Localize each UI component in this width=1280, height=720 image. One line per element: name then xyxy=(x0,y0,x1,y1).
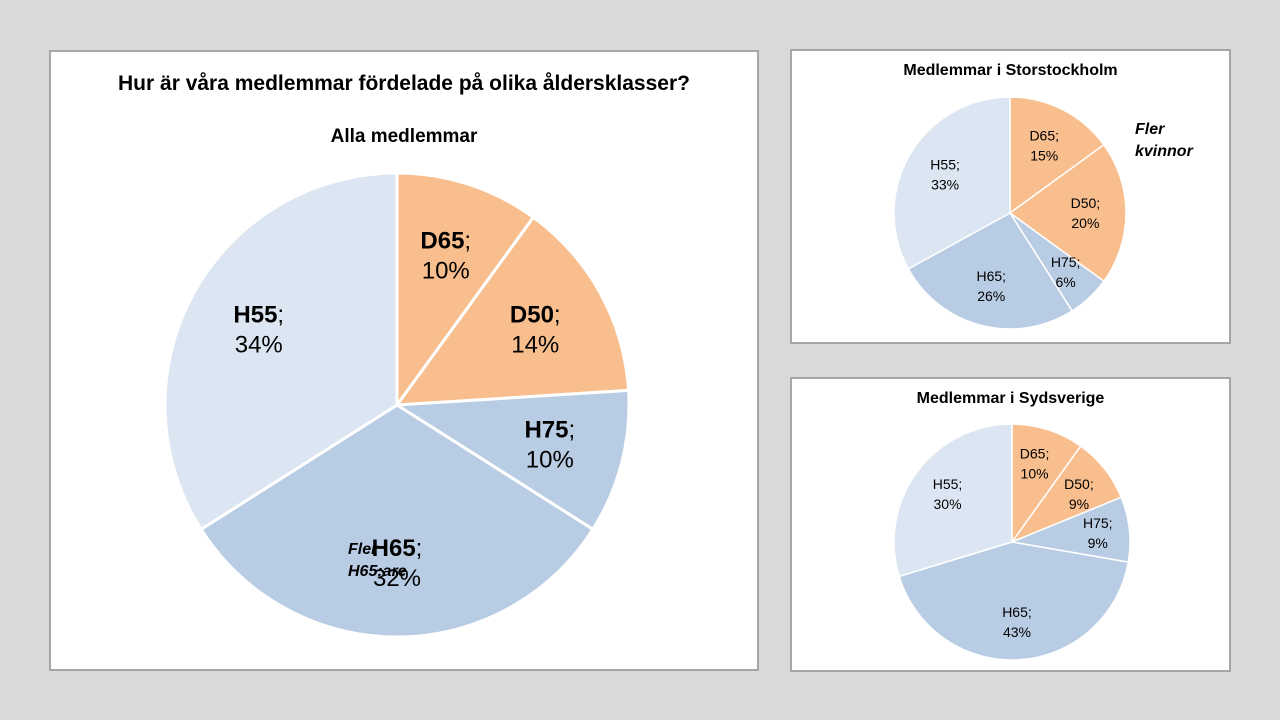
main-pie-chart: D65; 10% D50; 14% H75; 10% H65; 32% H55; 34% xyxy=(163,171,631,639)
main-slice-h75 xyxy=(395,388,631,531)
main-slice-h65 xyxy=(199,403,595,639)
main-value-d65: 10% xyxy=(422,257,470,284)
main-label-h55: H55; xyxy=(233,301,284,328)
sydsverige-note: Fler H65:are xyxy=(348,539,407,583)
main-label-h65: H65; xyxy=(372,535,423,562)
sydsverige-pie-chart: D65; 10% D50; 9% H75; 9% H65; 43% H55; 30% xyxy=(893,423,1131,661)
page-title: Hur är våra medlemmar fördelade på olika… xyxy=(118,72,690,95)
sydsverige-slice-h65 xyxy=(898,541,1130,661)
stockholm-chart-title: Medlemmar i Storstockholm xyxy=(903,62,1118,79)
stockholm-pie-chart: D65; 15% D50; 20% H75; 6% H65; 26% H55; 33% xyxy=(893,96,1127,330)
stockholm-value-h75: 6% xyxy=(1055,274,1075,290)
main-chart-title: Alla medlemmar xyxy=(330,126,478,147)
main-label-d65: D65; xyxy=(420,227,471,254)
sydsverige-slice-d65 xyxy=(1011,423,1082,543)
stockholm-note-line-1: Fler xyxy=(1135,121,1165,138)
main-slice-d65 xyxy=(395,171,535,407)
sydsverige-value-h75: 9% xyxy=(1088,535,1108,551)
sydsverige-label-h55: H55; xyxy=(933,476,963,492)
main-value-d50: 14% xyxy=(511,331,559,358)
stockholm-slice-h55 xyxy=(893,96,1011,270)
main-value-h65: 32% xyxy=(373,565,421,592)
stockholm-chart-panel: Medlemmar i Storstockholm D65; 15% D50; 20%… xyxy=(790,49,1231,344)
sydsverige-note-line-1: Fler xyxy=(348,541,378,558)
sydsverige-value-h65: 43% xyxy=(1003,624,1031,640)
stockholm-value-d50: 20% xyxy=(1071,215,1099,231)
stockholm-note-line-2: kvinnor xyxy=(1135,143,1193,160)
stockholm-note: Fler kvinnor xyxy=(1135,119,1193,163)
stockholm-label-h75: H75; xyxy=(1051,254,1081,270)
sydsverige-value-d50: 9% xyxy=(1069,496,1089,512)
sydsverige-slice-h55 xyxy=(893,423,1013,578)
stockholm-slice-h65 xyxy=(907,212,1073,330)
main-chart-panel: Hur är våra medlemmar fördelade på olika… xyxy=(49,50,759,671)
stockholm-label-h55: H55; xyxy=(930,157,960,173)
sydsverige-value-h55: 30% xyxy=(934,496,962,512)
main-slice-d50 xyxy=(395,215,631,407)
main-label-d50: D50; xyxy=(510,301,561,328)
main-label-h75: H75; xyxy=(524,417,575,444)
stockholm-label-d50: D50; xyxy=(1071,195,1101,211)
stockholm-label-h65: H65; xyxy=(976,268,1006,284)
stockholm-slice-d50 xyxy=(1009,144,1127,282)
sydsverige-label-d65: D65; xyxy=(1020,446,1050,462)
stockholm-value-d65: 15% xyxy=(1030,148,1058,164)
sydsverige-chart-title: Medlemmar i Sydsverige xyxy=(916,390,1105,407)
main-value-h75: 10% xyxy=(526,447,574,474)
sydsverige-chart-panel: Medlemmar i Sydsverige D65; 10% D50; 9% H75;… xyxy=(790,377,1231,672)
main-slice-h55 xyxy=(163,171,399,531)
sydsverige-label-h65: H65; xyxy=(1002,604,1032,620)
stockholm-value-h55: 33% xyxy=(931,177,959,193)
stockholm-slice-d65 xyxy=(1009,96,1105,214)
sydsverige-label-h75: H75; xyxy=(1083,515,1113,531)
stockholm-value-h65: 26% xyxy=(977,288,1005,304)
main-value-h55: 34% xyxy=(235,331,283,358)
sydsverige-note-line-2: H65:are xyxy=(348,563,407,580)
sydsverige-label-d50: D50; xyxy=(1064,476,1094,492)
sydsverige-value-d65: 10% xyxy=(1021,466,1049,482)
stockholm-label-d65: D65; xyxy=(1029,128,1059,144)
